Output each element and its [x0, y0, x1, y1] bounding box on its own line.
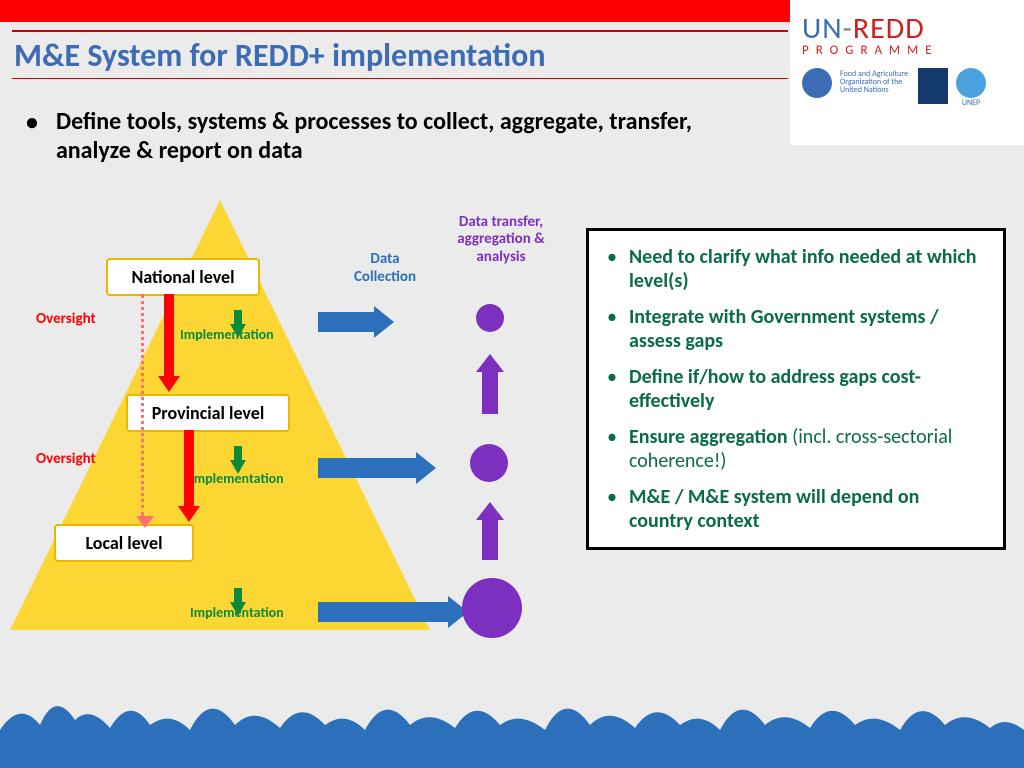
top-red-bar — [0, 0, 790, 22]
info-item-1: •Need to clarify what info needed at whi… — [603, 245, 987, 293]
info-item-2: •Integrate with Government systems / ass… — [603, 305, 987, 353]
impl-label-3: Implementation — [190, 604, 284, 621]
level-national: National level — [106, 258, 260, 296]
purple-arrow-1 — [476, 354, 504, 414]
oversight-label-1: Oversight — [36, 310, 96, 328]
logo-dash: - — [843, 10, 853, 47]
data-transfer-label: Data transfer, aggregation & analysis — [446, 214, 556, 266]
info-item-5: •M&E / M&E system will depend on country… — [603, 485, 987, 533]
purple-circle-3 — [462, 578, 522, 638]
oversight-label-2: Oversight — [36, 450, 96, 468]
fao-label: Food and Agriculture Organization of the… — [840, 70, 910, 94]
logo-title: UN-REDD — [802, 10, 1012, 47]
logo-programme: PROGRAMME — [802, 43, 1012, 58]
bullet-dot-icon: • — [26, 108, 38, 166]
org-row: Food and Agriculture Organization of the… — [802, 68, 1012, 108]
data-collection-label: Data Collection — [340, 250, 430, 286]
fao-icon — [802, 68, 832, 98]
blue-arrow-3 — [318, 596, 468, 628]
main-bullet-text: Define tools, systems & processes to col… — [56, 108, 736, 166]
red-arrow-1 — [164, 294, 180, 392]
unep-icon: UNEP — [956, 68, 986, 108]
purple-arrow-2 — [476, 502, 504, 560]
red-arrow-2 — [184, 430, 200, 522]
purple-circle-2 — [470, 444, 508, 482]
blue-arrow-2 — [318, 452, 436, 484]
info-box: •Need to clarify what info needed at whi… — [586, 228, 1006, 550]
info-item-4: •Ensure aggregation (incl. cross-sectori… — [603, 425, 987, 473]
level-provincial: Provincial level — [126, 394, 290, 432]
logo-redd: REDD — [853, 10, 925, 47]
level-local: Local level — [54, 524, 194, 562]
undp-icon — [918, 68, 948, 104]
purple-circle-1 — [476, 304, 504, 332]
info-item-3: •Define if/how to address gaps cost-effe… — [603, 365, 987, 413]
main-bullet: • Define tools, systems & processes to c… — [26, 108, 736, 166]
impl-label-2: Implementation — [190, 470, 284, 487]
page-title: M&E System for REDD+ implementation — [14, 36, 546, 75]
impl-label-1: Implementation — [180, 326, 274, 343]
logo-box: UN-REDD PROGRAMME Food and Agriculture O… — [790, 0, 1024, 145]
title-rule-bottom — [12, 78, 788, 79]
blue-arrow-1 — [318, 306, 394, 338]
logo-un: UN — [802, 10, 843, 47]
title-rule-top — [12, 30, 788, 32]
red-dotted-arrow — [141, 294, 144, 516]
trees-silhouette — [0, 670, 1024, 768]
